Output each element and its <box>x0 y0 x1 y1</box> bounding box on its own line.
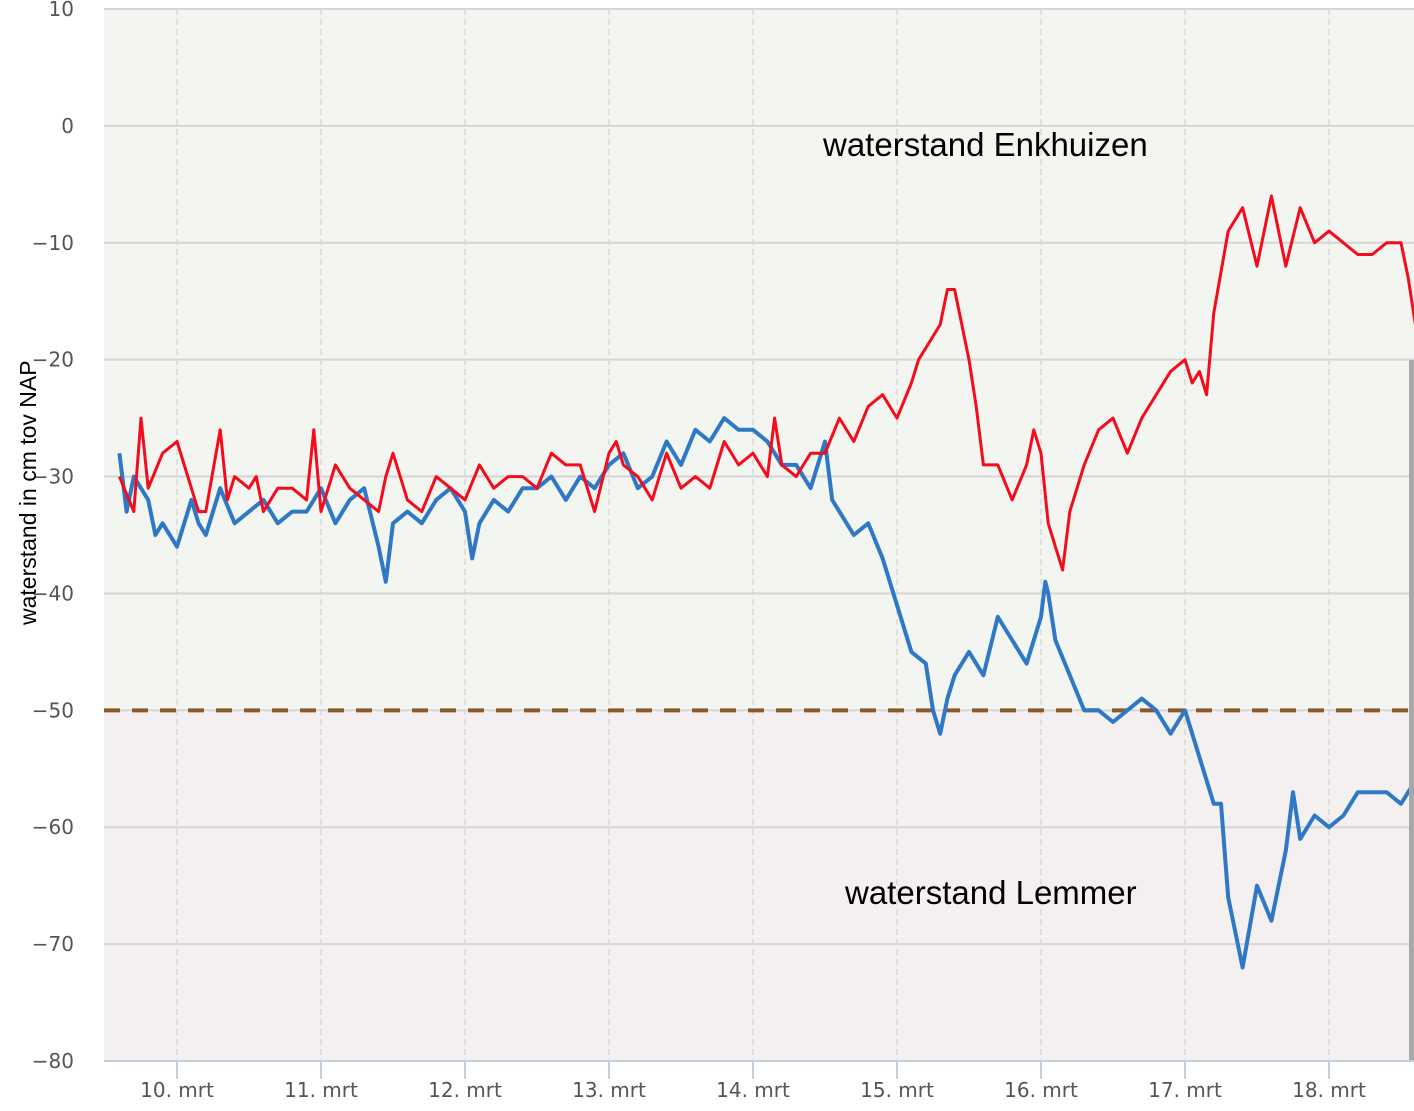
x-tick-label: 17. mrt <box>1148 1078 1222 1102</box>
x-tick-label: 18. mrt <box>1292 1078 1366 1102</box>
y-axis-title: waterstand in cm tov NAP <box>15 360 41 626</box>
series-lemmer-line <box>117 416 1414 970</box>
plot-band <box>104 710 1414 1061</box>
y-axis-labels: 10 0 −10 −20 −30 −40 −50 −60 −70 −80 <box>32 0 74 1073</box>
series-enkhuizen-line <box>118 194 1414 572</box>
y-tick-label: −30 <box>32 465 74 489</box>
y-tick-label: −10 <box>32 231 74 255</box>
x-tick-label: 11. mrt <box>284 1078 358 1102</box>
x-gridlines <box>176 9 1330 1061</box>
y-tick-label: −20 <box>32 348 74 372</box>
x-tick-label: 12. mrt <box>428 1078 502 1102</box>
x-tick-label: 13. mrt <box>572 1078 646 1102</box>
y-tick-label: 0 <box>61 114 74 138</box>
x-tick-label: 10. mrt <box>140 1078 214 1102</box>
right-edge-bar <box>1409 360 1414 1060</box>
y-tick-label: −40 <box>32 581 74 605</box>
x-tick-label: 14. mrt <box>716 1078 790 1102</box>
annotation-lemmer: waterstand Lemmer <box>844 874 1137 911</box>
x-tick-label: 15. mrt <box>860 1078 934 1102</box>
y-tick-label: 10 <box>49 0 74 21</box>
y-gridlines <box>104 8 1414 946</box>
y-tick-label: −70 <box>32 932 74 956</box>
x-axis: 10. mrt 11. mrt 12. mrt 13. mrt 14. mrt 15. m… <box>104 1060 1414 1102</box>
annotation-enkhuizen: waterstand Enkhuizen <box>822 126 1148 163</box>
y-tick-label: −80 <box>32 1049 74 1073</box>
x-tick-label: 16. mrt <box>1004 1078 1078 1102</box>
plot-bands <box>104 9 1414 1061</box>
y-tick-label: −60 <box>32 815 74 839</box>
y-tick-label: −50 <box>32 698 74 722</box>
